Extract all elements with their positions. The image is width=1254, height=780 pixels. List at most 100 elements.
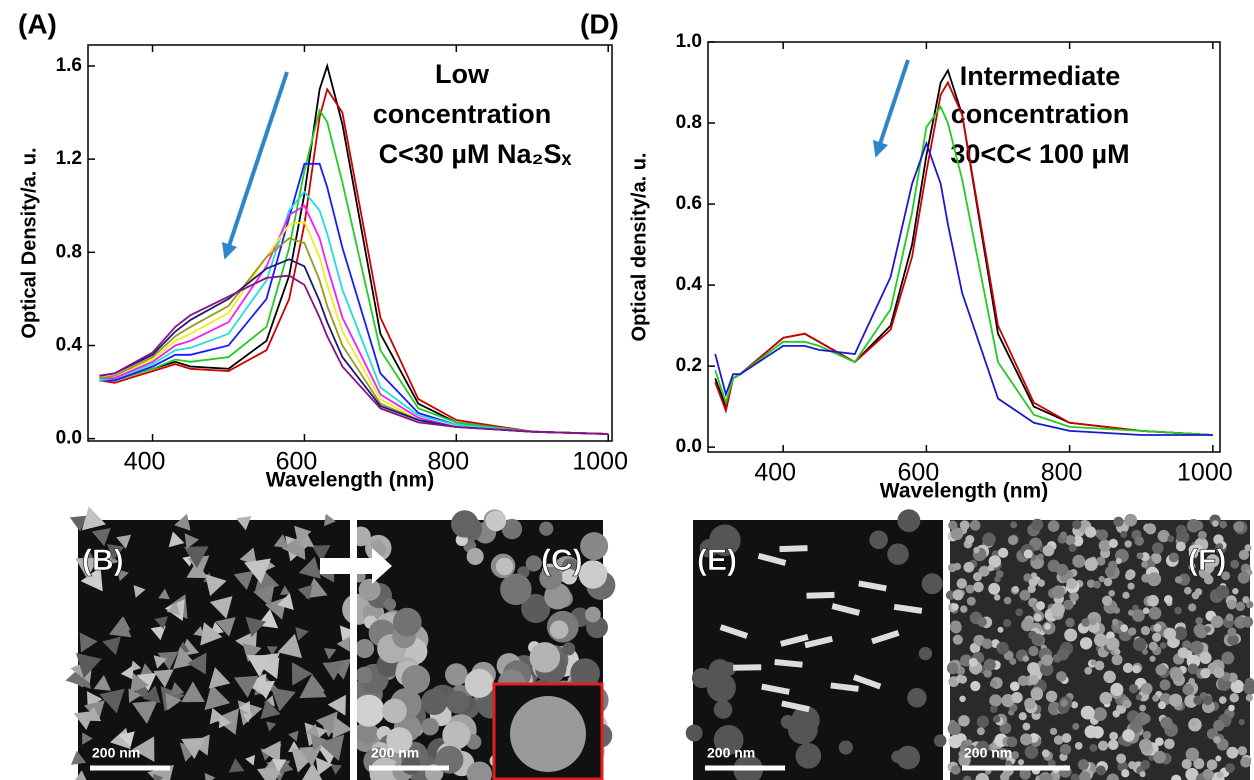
scale-bar-label: 200 nm <box>92 745 140 761</box>
particle <box>1153 750 1166 764</box>
spectrum-line <box>99 237 609 435</box>
particle <box>1219 520 1228 529</box>
particle <box>1150 552 1162 564</box>
particle <box>970 643 979 652</box>
particle <box>958 715 970 727</box>
particle <box>952 634 963 645</box>
panel-label: (E) <box>697 544 737 577</box>
spectrum-line <box>99 258 609 435</box>
particle <box>1093 580 1101 589</box>
particle <box>256 766 282 780</box>
particle <box>965 584 975 594</box>
particle <box>1125 571 1134 581</box>
particle <box>242 643 262 663</box>
particle <box>1017 675 1029 686</box>
particle <box>1210 615 1224 628</box>
particle <box>273 534 289 549</box>
particle <box>299 673 327 699</box>
particle <box>133 585 146 598</box>
particle <box>1037 553 1044 560</box>
particle <box>1106 637 1120 651</box>
particle <box>183 546 209 569</box>
particle <box>310 733 328 752</box>
particle <box>1213 736 1221 744</box>
particle <box>79 632 98 653</box>
particle <box>948 520 958 530</box>
particle <box>1159 532 1168 541</box>
particle <box>983 658 996 671</box>
particle <box>109 616 132 638</box>
particle <box>1072 554 1086 568</box>
particle <box>761 683 790 695</box>
annotation: Intermediate <box>960 61 1121 91</box>
particle <box>1077 759 1089 771</box>
particle <box>956 578 968 589</box>
particle <box>1108 589 1116 597</box>
particle <box>82 732 93 745</box>
particle <box>1113 606 1121 614</box>
particle <box>75 558 99 579</box>
particle <box>260 699 281 720</box>
particle <box>1142 607 1150 614</box>
particle <box>193 626 205 637</box>
scale-bar-label: 200 nm <box>707 745 755 761</box>
particle <box>1021 618 1034 632</box>
particle <box>1041 773 1053 780</box>
particle <box>130 672 149 694</box>
particle <box>245 673 267 697</box>
particle <box>966 596 976 606</box>
particle <box>996 641 1009 655</box>
particle <box>1178 573 1191 586</box>
particle <box>446 690 470 714</box>
particle <box>1188 563 1196 571</box>
particle <box>70 750 87 765</box>
particle <box>181 737 206 760</box>
particle <box>858 580 887 592</box>
particle <box>1124 540 1132 548</box>
particle <box>1159 679 1171 691</box>
particle <box>451 510 479 538</box>
particle <box>1227 634 1239 646</box>
particle <box>154 616 168 630</box>
particle <box>988 582 1001 595</box>
particle <box>116 534 132 549</box>
particle <box>1089 743 1098 752</box>
particle <box>1011 691 1023 704</box>
y-tick-label: 0.8 <box>676 112 702 133</box>
particle <box>1191 591 1200 600</box>
panel-label: (C) <box>541 544 583 577</box>
particle <box>1006 736 1018 748</box>
particle <box>965 744 977 756</box>
particle <box>539 566 563 590</box>
particle <box>1129 683 1139 694</box>
particle <box>265 721 277 732</box>
x-tick-label: 600 <box>898 459 940 487</box>
particle <box>1187 663 1199 675</box>
particle <box>806 591 835 599</box>
particle <box>978 565 990 577</box>
particle <box>1065 534 1076 546</box>
particle <box>282 761 294 773</box>
particle <box>852 674 882 690</box>
particle <box>921 573 943 595</box>
particle <box>1240 756 1252 768</box>
particle <box>257 677 270 691</box>
particle <box>1245 694 1254 702</box>
x-axis-label: Wavelength (nm) <box>880 480 1048 503</box>
particle <box>1072 520 1082 530</box>
particle <box>1078 771 1091 780</box>
particle <box>1024 697 1036 710</box>
particle <box>132 700 158 724</box>
particle <box>233 570 254 591</box>
particle <box>382 698 407 724</box>
particle <box>1142 730 1152 740</box>
particle <box>181 681 205 703</box>
particle <box>495 557 514 576</box>
particle <box>1163 627 1177 641</box>
particle <box>168 531 185 548</box>
transition-arrow <box>320 548 392 584</box>
particle <box>975 772 990 780</box>
particle <box>120 665 134 681</box>
particle <box>1015 608 1023 617</box>
particle <box>204 772 216 780</box>
